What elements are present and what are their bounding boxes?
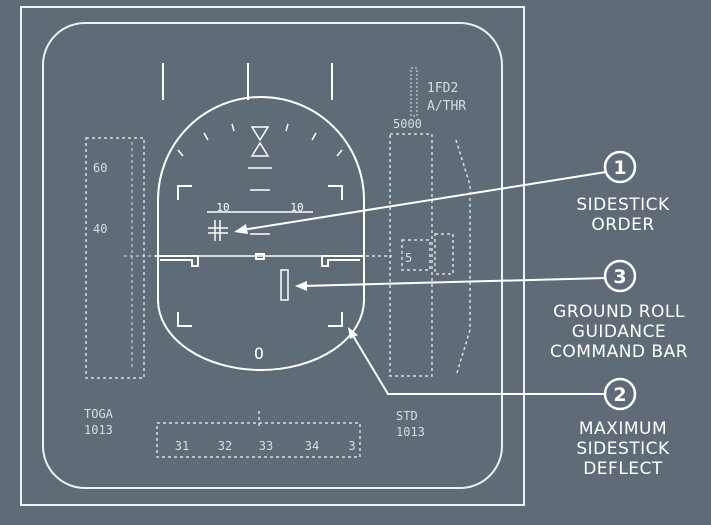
altitude-upper-readout: 5000 xyxy=(393,117,422,131)
heading-scale: 31 32 33 34 3 xyxy=(156,411,361,458)
speed-tick-upper: 60 xyxy=(93,161,107,175)
altitude-tape-readout: 5 xyxy=(405,251,412,265)
heading-digit: O xyxy=(254,344,264,363)
heading-scale-label: 3 xyxy=(348,439,355,453)
fma-mode-line-2: A/THR xyxy=(427,99,466,114)
pitch-label-left: 10 xyxy=(216,201,229,214)
altitude-tape xyxy=(366,133,471,377)
bottom-left-line-1: TOGA xyxy=(84,407,114,421)
bottom-right-line-2: 1013 xyxy=(396,425,425,439)
attitude-sphere xyxy=(155,96,365,371)
heading-scale-label: 34 xyxy=(305,439,319,453)
heading-scale-label: 33 xyxy=(259,439,273,453)
bottom-right-line-1: STD xyxy=(396,409,418,423)
screen-bezel xyxy=(42,22,503,489)
callout-label-sidestick-order: SIDESTICK ORDER xyxy=(548,195,698,235)
callout-badge-3: 3 xyxy=(603,259,637,293)
speed-tape xyxy=(85,137,160,379)
callout-label-line: COMMAND BAR xyxy=(549,342,689,362)
fma-dividers xyxy=(162,63,333,100)
callout-number: 3 xyxy=(613,266,626,288)
heading-scale-label: 31 xyxy=(175,439,189,453)
callout-badge-2: 2 xyxy=(603,377,637,411)
callout-label-line: ORDER xyxy=(591,215,655,235)
fma-dashed-marker xyxy=(410,67,418,117)
callout-badge-1: 1 xyxy=(603,150,637,184)
callout-number: 1 xyxy=(613,157,626,179)
pitch-label-right: 10 xyxy=(290,201,303,214)
bottom-left-line-2: 1013 xyxy=(84,423,113,437)
callout-label-maximum-sidestick-deflect: MAXIMUM SIDESTICK DEFLECT xyxy=(548,419,698,479)
outer-frame xyxy=(20,6,525,506)
callout-label-line: SIDESTICK xyxy=(576,195,670,215)
callout-number: 2 xyxy=(613,384,626,406)
fma-mode-line-1: 1FD2 xyxy=(427,81,458,96)
callout-label-line: GROUND ROLL xyxy=(553,302,685,322)
speed-tick-lower: 40 xyxy=(93,222,107,236)
callout-label-line: SIDESTICK xyxy=(576,439,670,459)
callout-label-line: MAXIMUM xyxy=(578,419,668,439)
callout-label-ground-roll-guidance: GROUND ROLL GUIDANCE COMMAND BAR xyxy=(533,302,705,362)
callout-label-line: DEFLECT xyxy=(583,459,663,479)
heading-scale-label: 32 xyxy=(218,439,232,453)
callout-leaders xyxy=(241,171,607,395)
callout-arrowheads xyxy=(234,224,358,339)
callout-label-line: GUIDANCE xyxy=(571,322,667,342)
